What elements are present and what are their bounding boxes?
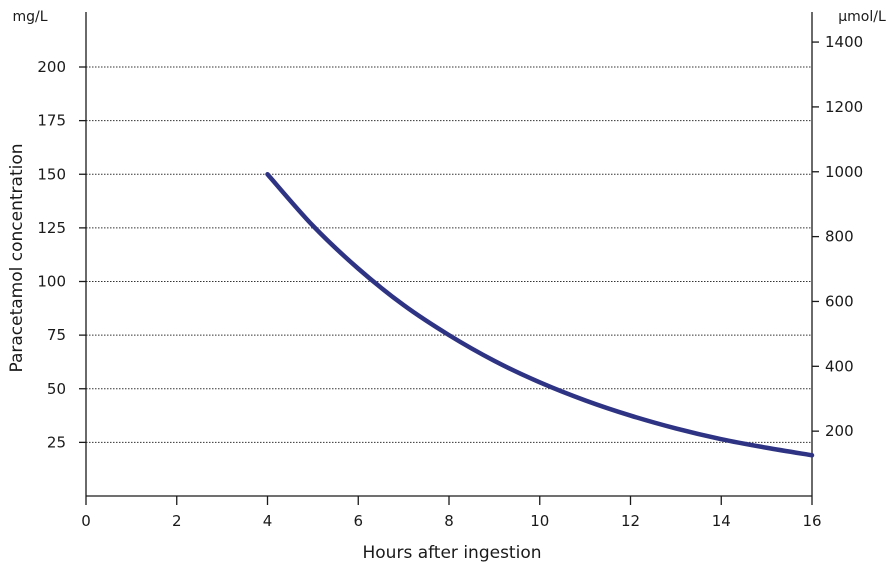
right-tick-label: 200 bbox=[825, 422, 854, 440]
right-tick-label: 400 bbox=[825, 357, 854, 375]
right-tick-label: 1200 bbox=[825, 98, 863, 116]
left-tick-label: 125 bbox=[37, 219, 66, 237]
x-tick-label: 12 bbox=[621, 512, 640, 530]
gridlines bbox=[86, 66, 812, 443]
x-tick-label: 10 bbox=[530, 512, 549, 530]
left-tick-label: 175 bbox=[37, 112, 66, 130]
left-tick-label: 150 bbox=[37, 165, 66, 183]
right-unit-label: µmol/L bbox=[838, 9, 886, 25]
x-axis-title: Hours after ingestion bbox=[363, 543, 542, 563]
x-tick-label: 8 bbox=[444, 512, 454, 530]
left-tick-label: 200 bbox=[37, 58, 66, 76]
left-unit-label: mg/L bbox=[12, 9, 47, 25]
x-tick-label: 4 bbox=[263, 512, 273, 530]
left-tick-label: 50 bbox=[47, 380, 66, 398]
x-tick-label: 6 bbox=[353, 512, 363, 530]
y-axis-title: Paracetamol concentration bbox=[7, 143, 27, 372]
right-tick-label: 800 bbox=[825, 228, 854, 246]
x-tick-label: 2 bbox=[172, 512, 182, 530]
left-tick-label: 25 bbox=[47, 433, 66, 451]
x-tick-label: 14 bbox=[712, 512, 731, 530]
axis-ticks bbox=[79, 41, 819, 505]
right-tick-label: 1000 bbox=[825, 163, 863, 181]
left-tick-label: 75 bbox=[47, 326, 66, 344]
right-tick-label: 1400 bbox=[825, 33, 863, 51]
left-tick-label: 100 bbox=[37, 273, 66, 291]
right-tick-label: 600 bbox=[825, 292, 854, 310]
series-line bbox=[265, 172, 815, 458]
x-tick-label: 16 bbox=[802, 512, 821, 530]
x-tick-label: 0 bbox=[81, 512, 91, 530]
